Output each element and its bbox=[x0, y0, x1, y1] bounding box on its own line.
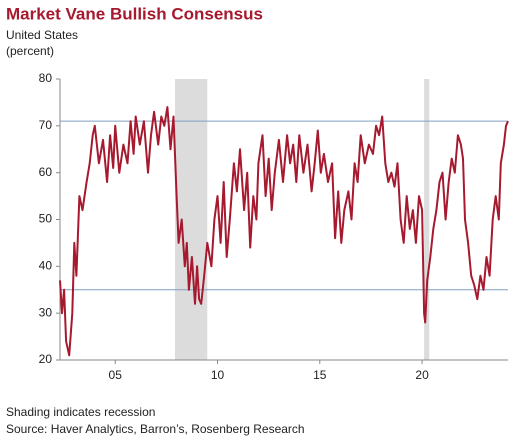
recession-shade bbox=[174, 79, 208, 360]
x-tick-label: 10 bbox=[211, 368, 225, 382]
y-tick-label: 30 bbox=[39, 305, 53, 319]
y-tick-label: 60 bbox=[39, 165, 53, 179]
x-tick-label: 15 bbox=[313, 368, 327, 382]
note: Shading indicates recession bbox=[6, 405, 155, 419]
x-tick-label: 20 bbox=[415, 368, 429, 382]
chart-title: Market Vane Bullish Consensus bbox=[6, 4, 263, 23]
data-line bbox=[59, 106, 509, 357]
y-tick-label: 20 bbox=[39, 352, 53, 366]
recession-shade bbox=[424, 79, 430, 360]
subtitle: (percent) bbox=[6, 44, 54, 58]
y-tick-label: 50 bbox=[39, 212, 53, 226]
y-tick-label: 40 bbox=[39, 259, 53, 273]
x-tick-label: 05 bbox=[109, 368, 123, 382]
subtitle: United States bbox=[6, 28, 78, 42]
y-tick-label: 80 bbox=[39, 71, 53, 85]
y-tick-label: 70 bbox=[39, 118, 53, 132]
note: Source: Haver Analytics, Barron’s, Rosen… bbox=[6, 422, 305, 436]
